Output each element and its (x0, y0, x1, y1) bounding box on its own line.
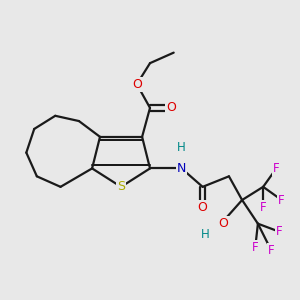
Text: F: F (268, 244, 274, 256)
Text: F: F (276, 225, 282, 238)
Text: F: F (252, 241, 259, 254)
Text: H: H (177, 141, 186, 154)
Text: O: O (132, 78, 142, 91)
Text: F: F (278, 194, 285, 206)
Text: N: N (177, 162, 186, 175)
Text: S: S (117, 180, 125, 193)
Text: H: H (201, 228, 210, 241)
Text: O: O (166, 101, 176, 114)
Text: F: F (260, 201, 266, 214)
Text: F: F (273, 162, 280, 175)
Text: O: O (219, 217, 229, 230)
Text: O: O (198, 201, 208, 214)
